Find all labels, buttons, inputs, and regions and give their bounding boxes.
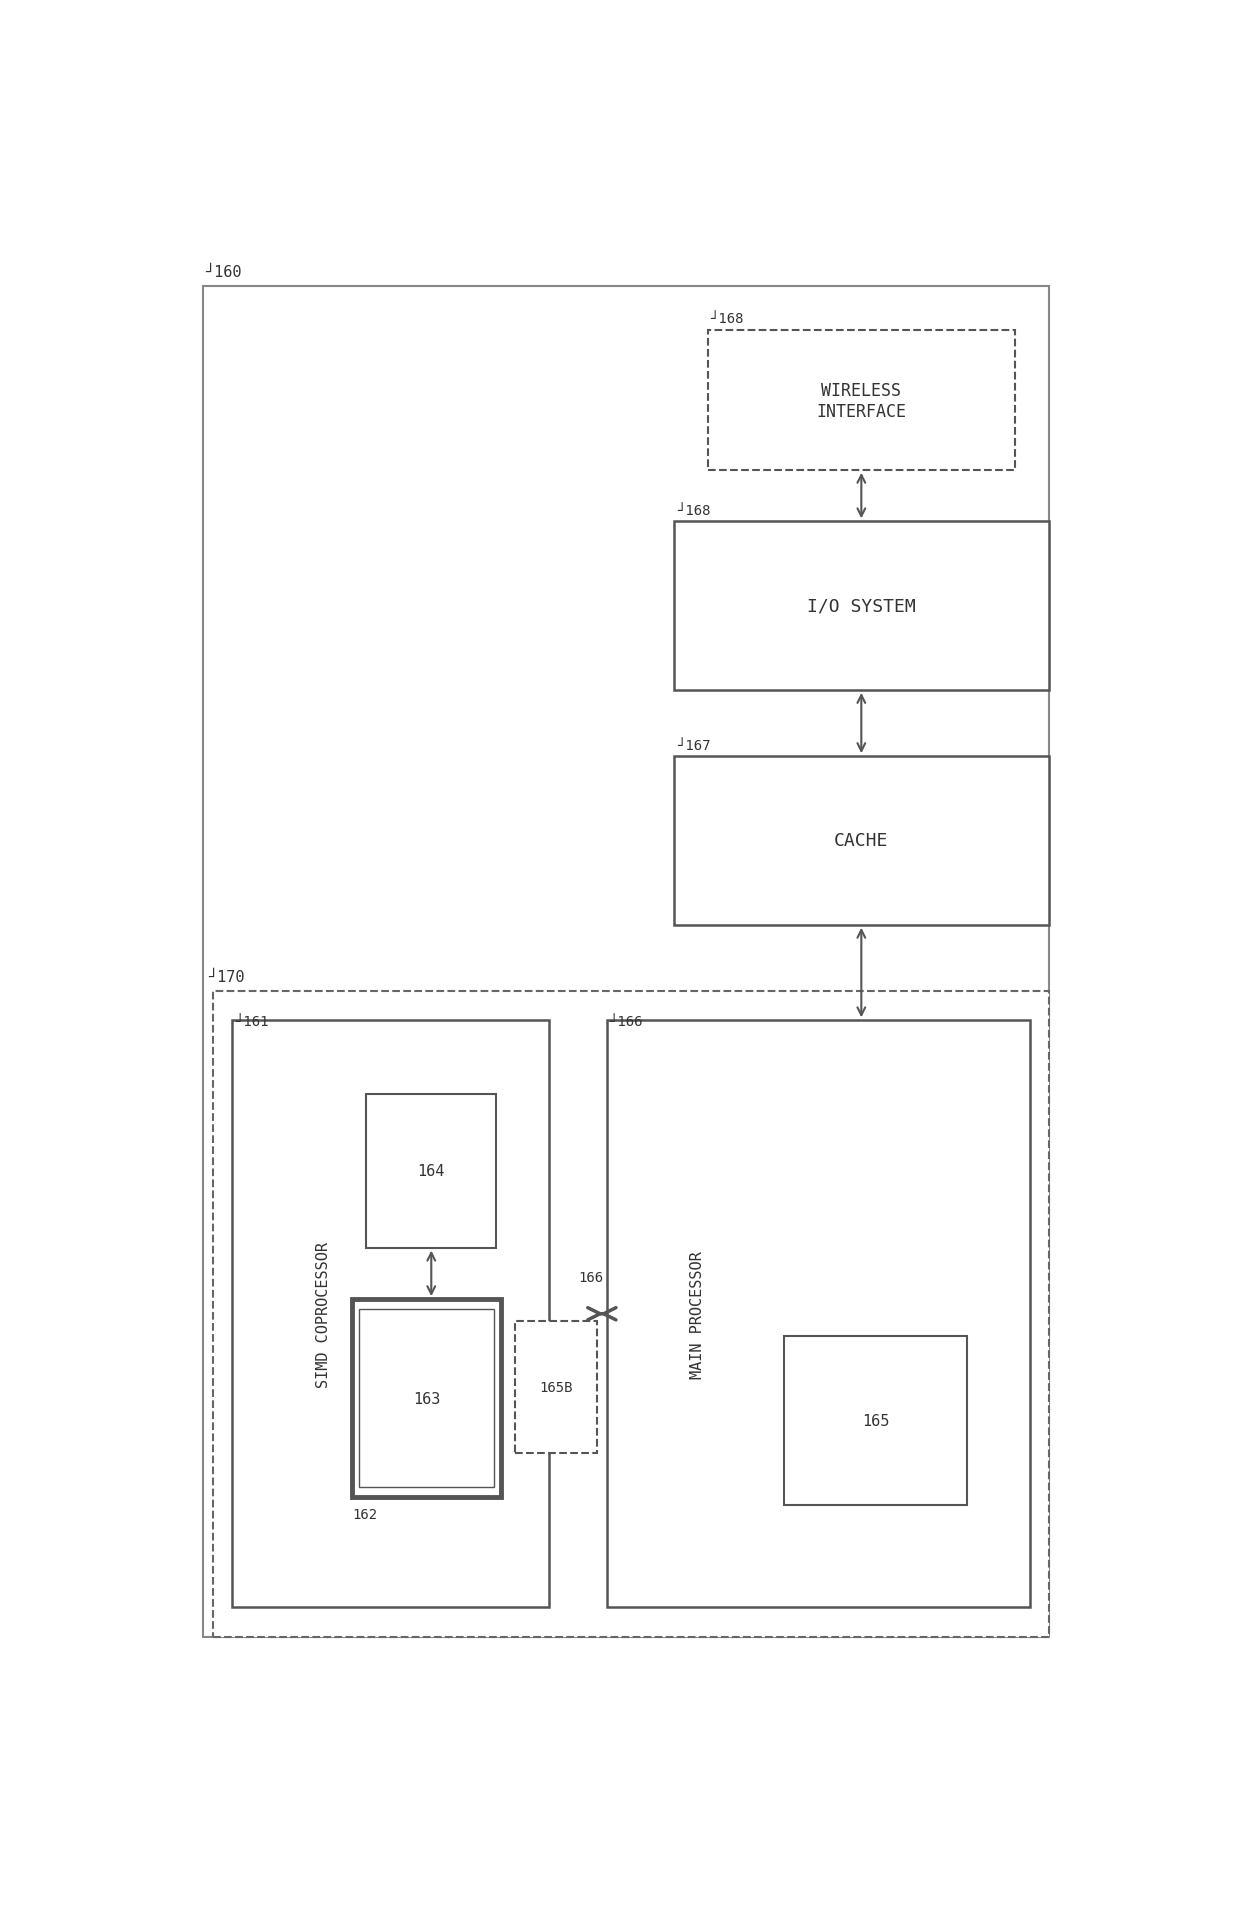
Bar bbox=[232, 1021, 549, 1608]
Text: CACHE: CACHE bbox=[835, 832, 889, 850]
Text: 163: 163 bbox=[413, 1391, 440, 1406]
Text: I/O SYSTEM: I/O SYSTEM bbox=[807, 598, 915, 615]
Bar bbox=[213, 991, 1049, 1636]
Text: MAIN PROCESSOR: MAIN PROCESSOR bbox=[691, 1250, 706, 1377]
Text: ┘168: ┘168 bbox=[711, 311, 744, 326]
Text: 165: 165 bbox=[862, 1414, 889, 1429]
Text: 162: 162 bbox=[352, 1507, 377, 1522]
Bar bbox=[203, 288, 1049, 1636]
Text: ┘170: ┘170 bbox=[208, 970, 244, 985]
Bar bbox=[675, 756, 1049, 926]
Text: ┘168: ┘168 bbox=[677, 503, 711, 518]
Bar bbox=[708, 331, 1016, 471]
Bar bbox=[675, 522, 1049, 692]
Bar bbox=[785, 1335, 967, 1505]
Text: 164: 164 bbox=[418, 1164, 445, 1179]
Text: ┘167: ┘167 bbox=[677, 739, 711, 752]
Bar bbox=[352, 1299, 501, 1497]
Text: WIRELESS
INTERFACE: WIRELESS INTERFACE bbox=[816, 381, 906, 421]
Text: 165B: 165B bbox=[539, 1381, 573, 1394]
Bar bbox=[516, 1322, 598, 1454]
Text: ┘166: ┘166 bbox=[610, 1013, 644, 1029]
Bar bbox=[367, 1093, 496, 1248]
Text: 166: 166 bbox=[578, 1271, 603, 1284]
Text: ┘160: ┘160 bbox=[205, 265, 242, 280]
Bar bbox=[606, 1021, 1029, 1608]
Text: ┘161: ┘161 bbox=[234, 1013, 268, 1029]
Bar bbox=[358, 1309, 495, 1488]
Text: SIMD COPROCESSOR: SIMD COPROCESSOR bbox=[316, 1240, 331, 1387]
